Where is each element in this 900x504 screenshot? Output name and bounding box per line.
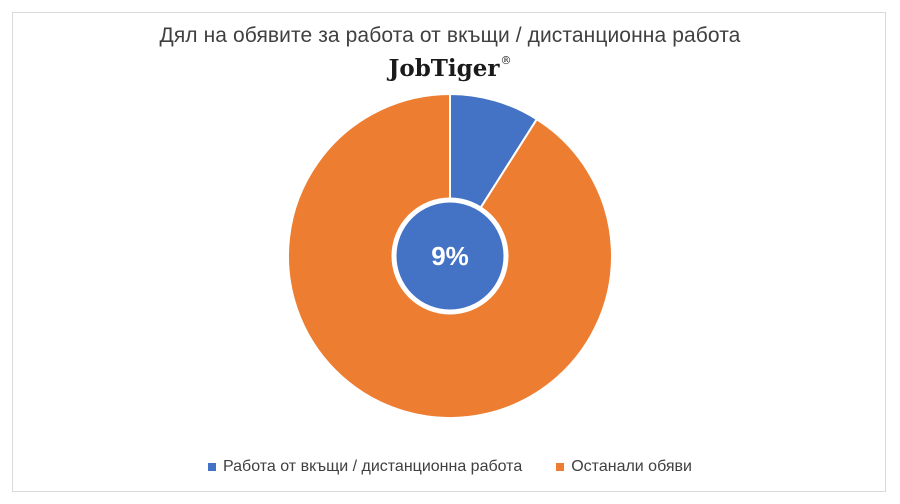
chart-legend: Работа от вкъщи / дистанционна работа Ос… (0, 458, 900, 476)
legend-swatch-other (556, 463, 565, 471)
legend-item-other: Останали обяви (556, 458, 692, 476)
center-circle (391, 197, 509, 315)
chart-title: Дял на обявите за работа от вкъщи / дист… (159, 24, 741, 47)
registered-mark: ® (500, 54, 512, 67)
legend-label-remote: Работа от вкъщи / дистанционна работа (223, 458, 523, 475)
brand-logo: JobTiger® (0, 54, 900, 82)
legend-item-remote: Работа от вкъщи / дистанционна работа (208, 458, 522, 476)
legend-swatch-remote (208, 463, 216, 471)
brand-name: JobTiger (388, 55, 500, 82)
legend-label-other: Останали обяви (571, 458, 692, 475)
center-value-label: 9% (431, 241, 469, 271)
